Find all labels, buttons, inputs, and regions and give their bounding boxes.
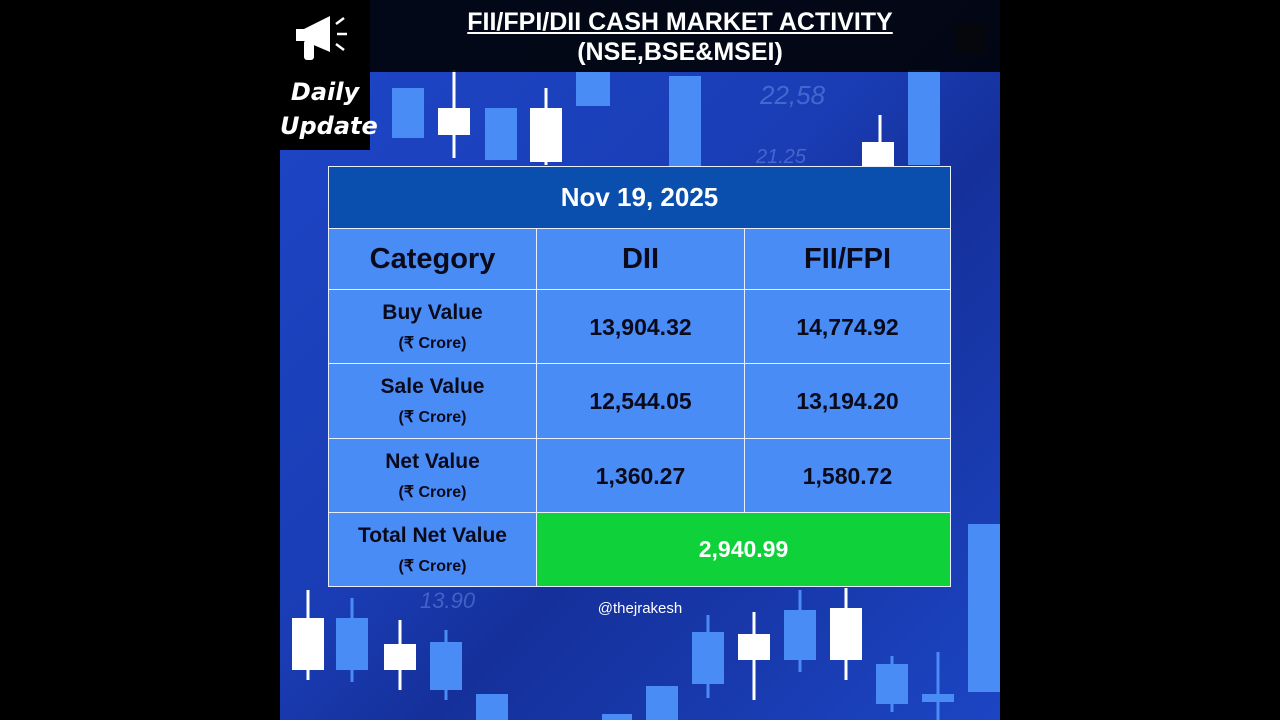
table-cell: 1,580.72 xyxy=(744,438,951,514)
total-unit: (₹ Crore) xyxy=(398,557,467,575)
table-cell: Total Net Value (₹ Crore) xyxy=(328,512,537,587)
value: 1,580.72 xyxy=(802,462,893,489)
table-cell: Net Value (₹ Crore) xyxy=(328,438,537,514)
row-label: Sale Value xyxy=(380,375,485,398)
table-cell: FII/FPI xyxy=(744,228,951,290)
table: Nov 19, 2025 Category DII FII/FPI Buy Value… xyxy=(328,166,951,587)
bg-label: 21.25 xyxy=(756,146,807,168)
blue-candles xyxy=(336,70,1000,720)
table-cell: 12,544.05 xyxy=(536,363,745,439)
header-bar xyxy=(280,0,1000,72)
panel: 22,58 21.25 13.90 FII/FPI/DII CASH MARKE… xyxy=(280,0,1000,720)
credit: @thejrakesh xyxy=(597,600,683,617)
table-cell: 13,904.32 xyxy=(536,289,745,365)
table-cell: Buy Value (₹ Crore) xyxy=(328,289,537,365)
total-value: 2,940.99 xyxy=(698,536,789,562)
bg-label: 22,58 xyxy=(760,80,826,110)
table-cell: 1,360.27 xyxy=(536,438,745,514)
row-unit: (₹ Crore) xyxy=(398,335,467,352)
row-label: Net Value xyxy=(385,450,480,473)
title: FII/FPI/DII CASH MARKET ACTIVITY xyxy=(467,8,893,36)
value: 14,774.92 xyxy=(796,313,899,340)
table-cell: DII xyxy=(536,228,745,290)
table-cell: Category xyxy=(328,228,537,290)
table-cell: Sale Value (₹ Crore) xyxy=(328,363,537,439)
value: 13,194.20 xyxy=(796,387,899,414)
row-label: Buy Value xyxy=(382,301,483,324)
row-unit: (₹ Crore) xyxy=(398,409,467,426)
badge-line: Update xyxy=(280,112,378,140)
value: 12,544.05 xyxy=(589,387,692,414)
bg-label: 13.90 xyxy=(420,588,476,613)
date: Nov 19, 2025 xyxy=(560,182,719,212)
column-header: DII xyxy=(621,242,660,275)
column-header: FII/FPI xyxy=(804,242,891,275)
table-cell: 13,194.20 xyxy=(744,363,951,439)
badge-line: Daily xyxy=(290,78,360,106)
table-cell: 14,774.92 xyxy=(744,289,951,365)
row-unit: (₹ Crore) xyxy=(398,484,467,501)
value: 13,904.32 xyxy=(589,313,692,340)
value: 1,360.27 xyxy=(595,462,686,489)
total-label: Total Net Value xyxy=(358,523,507,547)
table-cell: 2,940.99 xyxy=(536,512,951,587)
badge: Daily Update xyxy=(280,0,378,150)
subtitle: (NSE,BSE&MSEI) xyxy=(577,38,783,66)
column-header: Category xyxy=(369,242,496,275)
date-cell: Nov 19, 2025 xyxy=(328,166,951,229)
white-candles xyxy=(292,108,894,670)
megaphone-icon xyxy=(296,16,347,60)
